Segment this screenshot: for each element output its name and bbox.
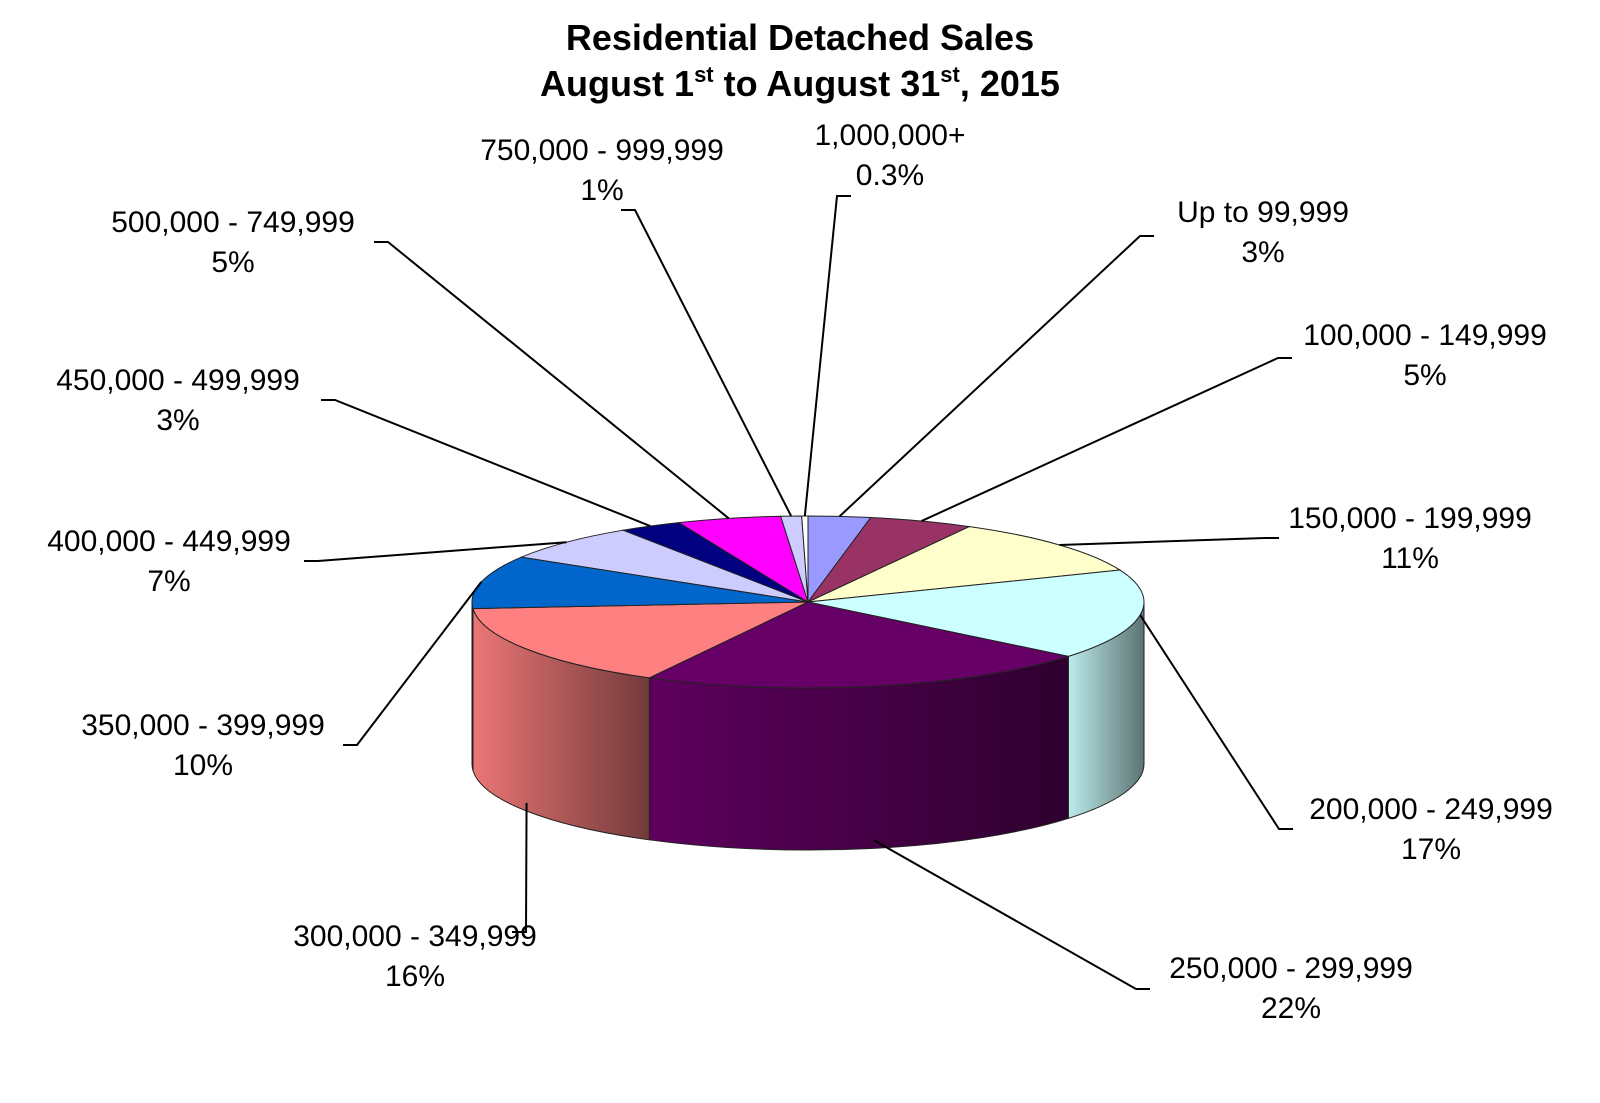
slice-label-2: 150,000 - 199,999 xyxy=(1288,502,1532,535)
slice-percent-1: 5% xyxy=(1403,359,1446,392)
chart-title-line-2: August 1st to August 31st, 2015 xyxy=(540,62,1060,104)
slice-percent-2: 11% xyxy=(1381,542,1439,575)
slice-percent-4: 22% xyxy=(1261,992,1321,1025)
leader-line-8 xyxy=(321,399,651,527)
slice-label-7: 400,000 - 449,999 xyxy=(47,525,291,558)
slice-label-3: 200,000 - 249,999 xyxy=(1309,793,1553,826)
leader-line-6 xyxy=(343,581,483,746)
pie-labels: Up to 99,999 3% 100,000 - 149,999 5% 150,000… xyxy=(47,119,1553,1025)
slice-percent-8: 3% xyxy=(156,404,199,437)
leader-line-5 xyxy=(512,802,528,933)
slice-percent-9: 5% xyxy=(211,246,254,279)
slice-percent-5: 16% xyxy=(385,960,445,993)
leader-line-3 xyxy=(1139,614,1293,830)
slice-percent-7: 7% xyxy=(147,565,190,598)
leader-line-0 xyxy=(838,235,1154,518)
leader-line-4 xyxy=(873,839,1150,990)
slice-label-4: 250,000 - 299,999 xyxy=(1169,952,1413,985)
slice-percent-11: 0.3% xyxy=(856,159,924,192)
leader-line-11 xyxy=(803,195,851,517)
pie-side-walls xyxy=(471,601,1145,851)
pie-side-6 xyxy=(471,601,474,771)
slice-label-10: 750,000 - 999,999 xyxy=(480,134,724,167)
leader-line-2 xyxy=(1059,537,1279,546)
slice-label-6: 350,000 - 399,999 xyxy=(81,709,325,742)
slice-label-0: Up to 99,999 xyxy=(1177,196,1349,229)
leader-line-9 xyxy=(374,241,730,520)
slice-label-1: 100,000 - 149,999 xyxy=(1303,319,1547,352)
chart-title-line-1: Residential Detached Sales xyxy=(565,17,1035,58)
slice-percent-10: 1% xyxy=(580,174,623,207)
leader-line-1 xyxy=(921,357,1292,522)
pie-slice-6 xyxy=(471,556,809,610)
pie-slice-2 xyxy=(807,526,1122,603)
slice-label-8: 450,000 - 499,999 xyxy=(56,364,300,397)
leader-line-10 xyxy=(621,209,793,517)
pie-slice-4 xyxy=(647,601,1071,689)
slice-percent-3: 17% xyxy=(1401,833,1461,866)
pie-top xyxy=(471,515,1145,689)
pie-slice-5 xyxy=(472,601,809,679)
slice-label-11: 1,000,000+ xyxy=(815,119,966,152)
slice-percent-0: 3% xyxy=(1241,236,1284,269)
slice-label-5: 300,000 - 349,999 xyxy=(293,920,537,953)
slice-percent-6: 10% xyxy=(173,749,233,782)
slice-label-9: 500,000 - 749,999 xyxy=(111,206,355,239)
leader-line-7 xyxy=(304,541,567,562)
